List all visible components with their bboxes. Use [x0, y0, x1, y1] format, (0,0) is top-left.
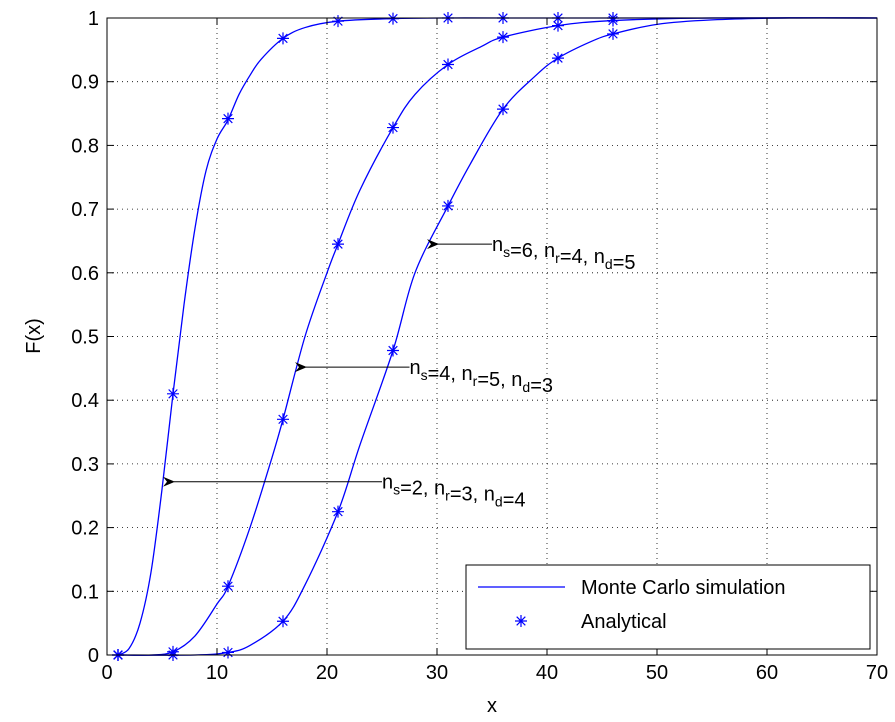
legend-asterisk-marker — [515, 615, 527, 627]
y-axis-label: F(x) — [23, 318, 45, 354]
legend: Monte Carlo simulation Analytical — [465, 564, 871, 650]
analytical-point — [277, 615, 289, 628]
y-tick-label: 0.8 — [71, 135, 99, 157]
ticks: 0 10 20 30 40 50 60 70 0 0.1 0.2 0.3 0.4 0.5 0.6 0.7 0.8… — [71, 8, 888, 684]
analytical-point — [607, 14, 619, 27]
y-tick-label: 0.9 — [71, 72, 99, 94]
analytical-point — [552, 19, 564, 32]
annotation-label-3: ns=2, nr=3, nd=4 — [382, 472, 526, 512]
x-tick-label: 50 — [646, 662, 668, 684]
y-tick-label: 0.1 — [71, 581, 99, 603]
analytical-point — [277, 32, 289, 45]
analytical-point — [497, 31, 509, 44]
x-tick-label: 70 — [866, 662, 888, 684]
analytical-point — [222, 580, 234, 593]
annotation-label-1: ns=6, nr=4, nd=5 — [492, 234, 636, 274]
y-tick-label: 0.5 — [71, 327, 99, 349]
x-tick-label: 60 — [756, 662, 778, 684]
monte-carlo-curve-3 — [117, 17, 878, 656]
y-tick-label: 1 — [88, 8, 99, 30]
analytical-point — [332, 238, 344, 251]
x-tick-label: 40 — [536, 662, 558, 684]
analytical-point — [607, 27, 619, 40]
analytical-point — [167, 387, 179, 400]
analytical-point — [442, 58, 454, 71]
legend-asterisk — [515, 615, 527, 627]
analytical-point — [387, 121, 399, 134]
y-tick-label: 0 — [88, 645, 99, 667]
y-tick-label: 0.7 — [71, 199, 99, 221]
annotations: ns=6, nr=4, nd=5 ns=4, nr=5, nd=3 ns=2, nr… — [163, 234, 636, 512]
x-tick-label: 0 — [101, 662, 112, 684]
analytical-point — [387, 12, 399, 25]
analytical-point — [277, 413, 289, 426]
analytical-point — [222, 112, 234, 125]
legend-label-analytical: Analytical — [581, 611, 667, 633]
analytical-point — [497, 103, 509, 116]
legend-box — [465, 564, 871, 650]
analytical-point — [222, 646, 234, 659]
analytical-point — [552, 52, 564, 65]
legend-label-monte-carlo: Monte Carlo simulation — [581, 577, 786, 599]
x-tick-label: 30 — [426, 662, 448, 684]
analytical-point — [387, 344, 399, 357]
x-tick-label: 20 — [316, 662, 338, 684]
annotation-label-2: ns=4, nr=5, nd=3 — [410, 357, 554, 397]
analytical-point — [442, 199, 454, 212]
analytical-point — [332, 15, 344, 28]
x-tick-label: 10 — [206, 662, 228, 684]
y-tick-label: 0.4 — [71, 390, 99, 412]
analytical-point — [332, 505, 344, 518]
y-tick-label: 0.6 — [71, 263, 99, 285]
y-tick-label: 0.3 — [71, 454, 99, 476]
x-axis-label: x — [487, 695, 497, 717]
y-tick-label: 0.2 — [71, 518, 99, 540]
